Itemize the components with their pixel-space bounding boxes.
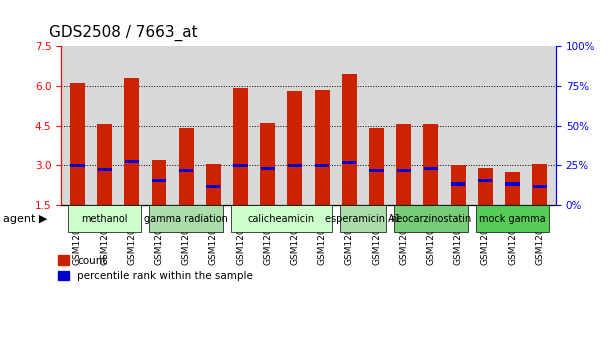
Bar: [451, 166, 466, 205]
Text: gamma radiation: gamma radiation: [144, 213, 228, 224]
Bar: [397, 124, 411, 205]
Bar: [261, 166, 275, 170]
Bar: [125, 160, 139, 163]
Text: methanol: methanol: [81, 213, 128, 224]
Bar: [288, 164, 302, 167]
Bar: [451, 183, 465, 185]
Bar: [315, 164, 329, 167]
Bar: [98, 168, 112, 171]
Bar: [152, 160, 166, 205]
Bar: [342, 161, 356, 164]
Text: mock gamma: mock gamma: [479, 213, 546, 224]
Bar: [533, 185, 547, 188]
Bar: [532, 164, 547, 205]
Bar: [233, 164, 247, 167]
Text: esperamicin A1: esperamicin A1: [325, 213, 401, 224]
Text: agent ▶: agent ▶: [3, 213, 48, 224]
Bar: [423, 124, 439, 205]
Bar: [397, 169, 411, 172]
Bar: [97, 124, 112, 205]
Bar: [315, 90, 329, 205]
Bar: [179, 169, 193, 172]
Bar: [206, 164, 221, 205]
Bar: [478, 178, 492, 182]
Legend: count, percentile rank within the sample: count, percentile rank within the sample: [54, 251, 257, 285]
Bar: [233, 88, 248, 205]
Bar: [260, 123, 275, 205]
Text: GDS2508 / 7663_at: GDS2508 / 7663_at: [49, 25, 197, 41]
Text: calicheamicin: calicheamicin: [248, 213, 315, 224]
Bar: [478, 168, 493, 205]
Bar: [70, 164, 84, 167]
Bar: [505, 183, 519, 185]
Bar: [124, 78, 139, 205]
Bar: [369, 128, 384, 205]
Bar: [178, 128, 194, 205]
Bar: [505, 172, 520, 205]
Bar: [370, 169, 384, 172]
Bar: [424, 166, 438, 170]
Bar: [70, 83, 85, 205]
Bar: [288, 91, 302, 205]
Bar: [342, 74, 357, 205]
Bar: [207, 185, 221, 188]
Bar: [152, 178, 166, 182]
Text: neocarzinostatin: neocarzinostatin: [390, 213, 472, 224]
